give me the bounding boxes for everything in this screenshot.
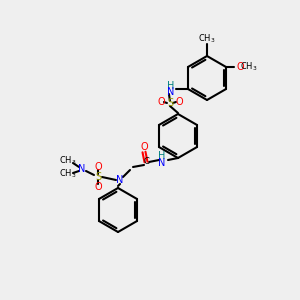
Text: CH$_3$: CH$_3$: [59, 155, 77, 167]
Text: O: O: [94, 162, 102, 172]
Text: CH$_3$: CH$_3$: [240, 61, 258, 73]
Text: N: N: [116, 175, 124, 185]
Text: N: N: [167, 87, 175, 97]
Text: S: S: [167, 98, 173, 108]
Text: CH$_3$: CH$_3$: [198, 33, 216, 45]
Text: H: H: [167, 81, 175, 91]
Text: N: N: [78, 164, 86, 174]
Text: C: C: [143, 158, 149, 166]
Text: N: N: [158, 158, 166, 168]
Text: S: S: [95, 172, 101, 182]
Text: O: O: [236, 62, 244, 72]
Text: CH$_3$: CH$_3$: [59, 168, 77, 180]
Text: H: H: [158, 151, 166, 161]
Text: O: O: [94, 182, 102, 192]
Text: O: O: [157, 97, 165, 107]
Text: O: O: [175, 97, 183, 107]
Text: O: O: [140, 142, 148, 152]
